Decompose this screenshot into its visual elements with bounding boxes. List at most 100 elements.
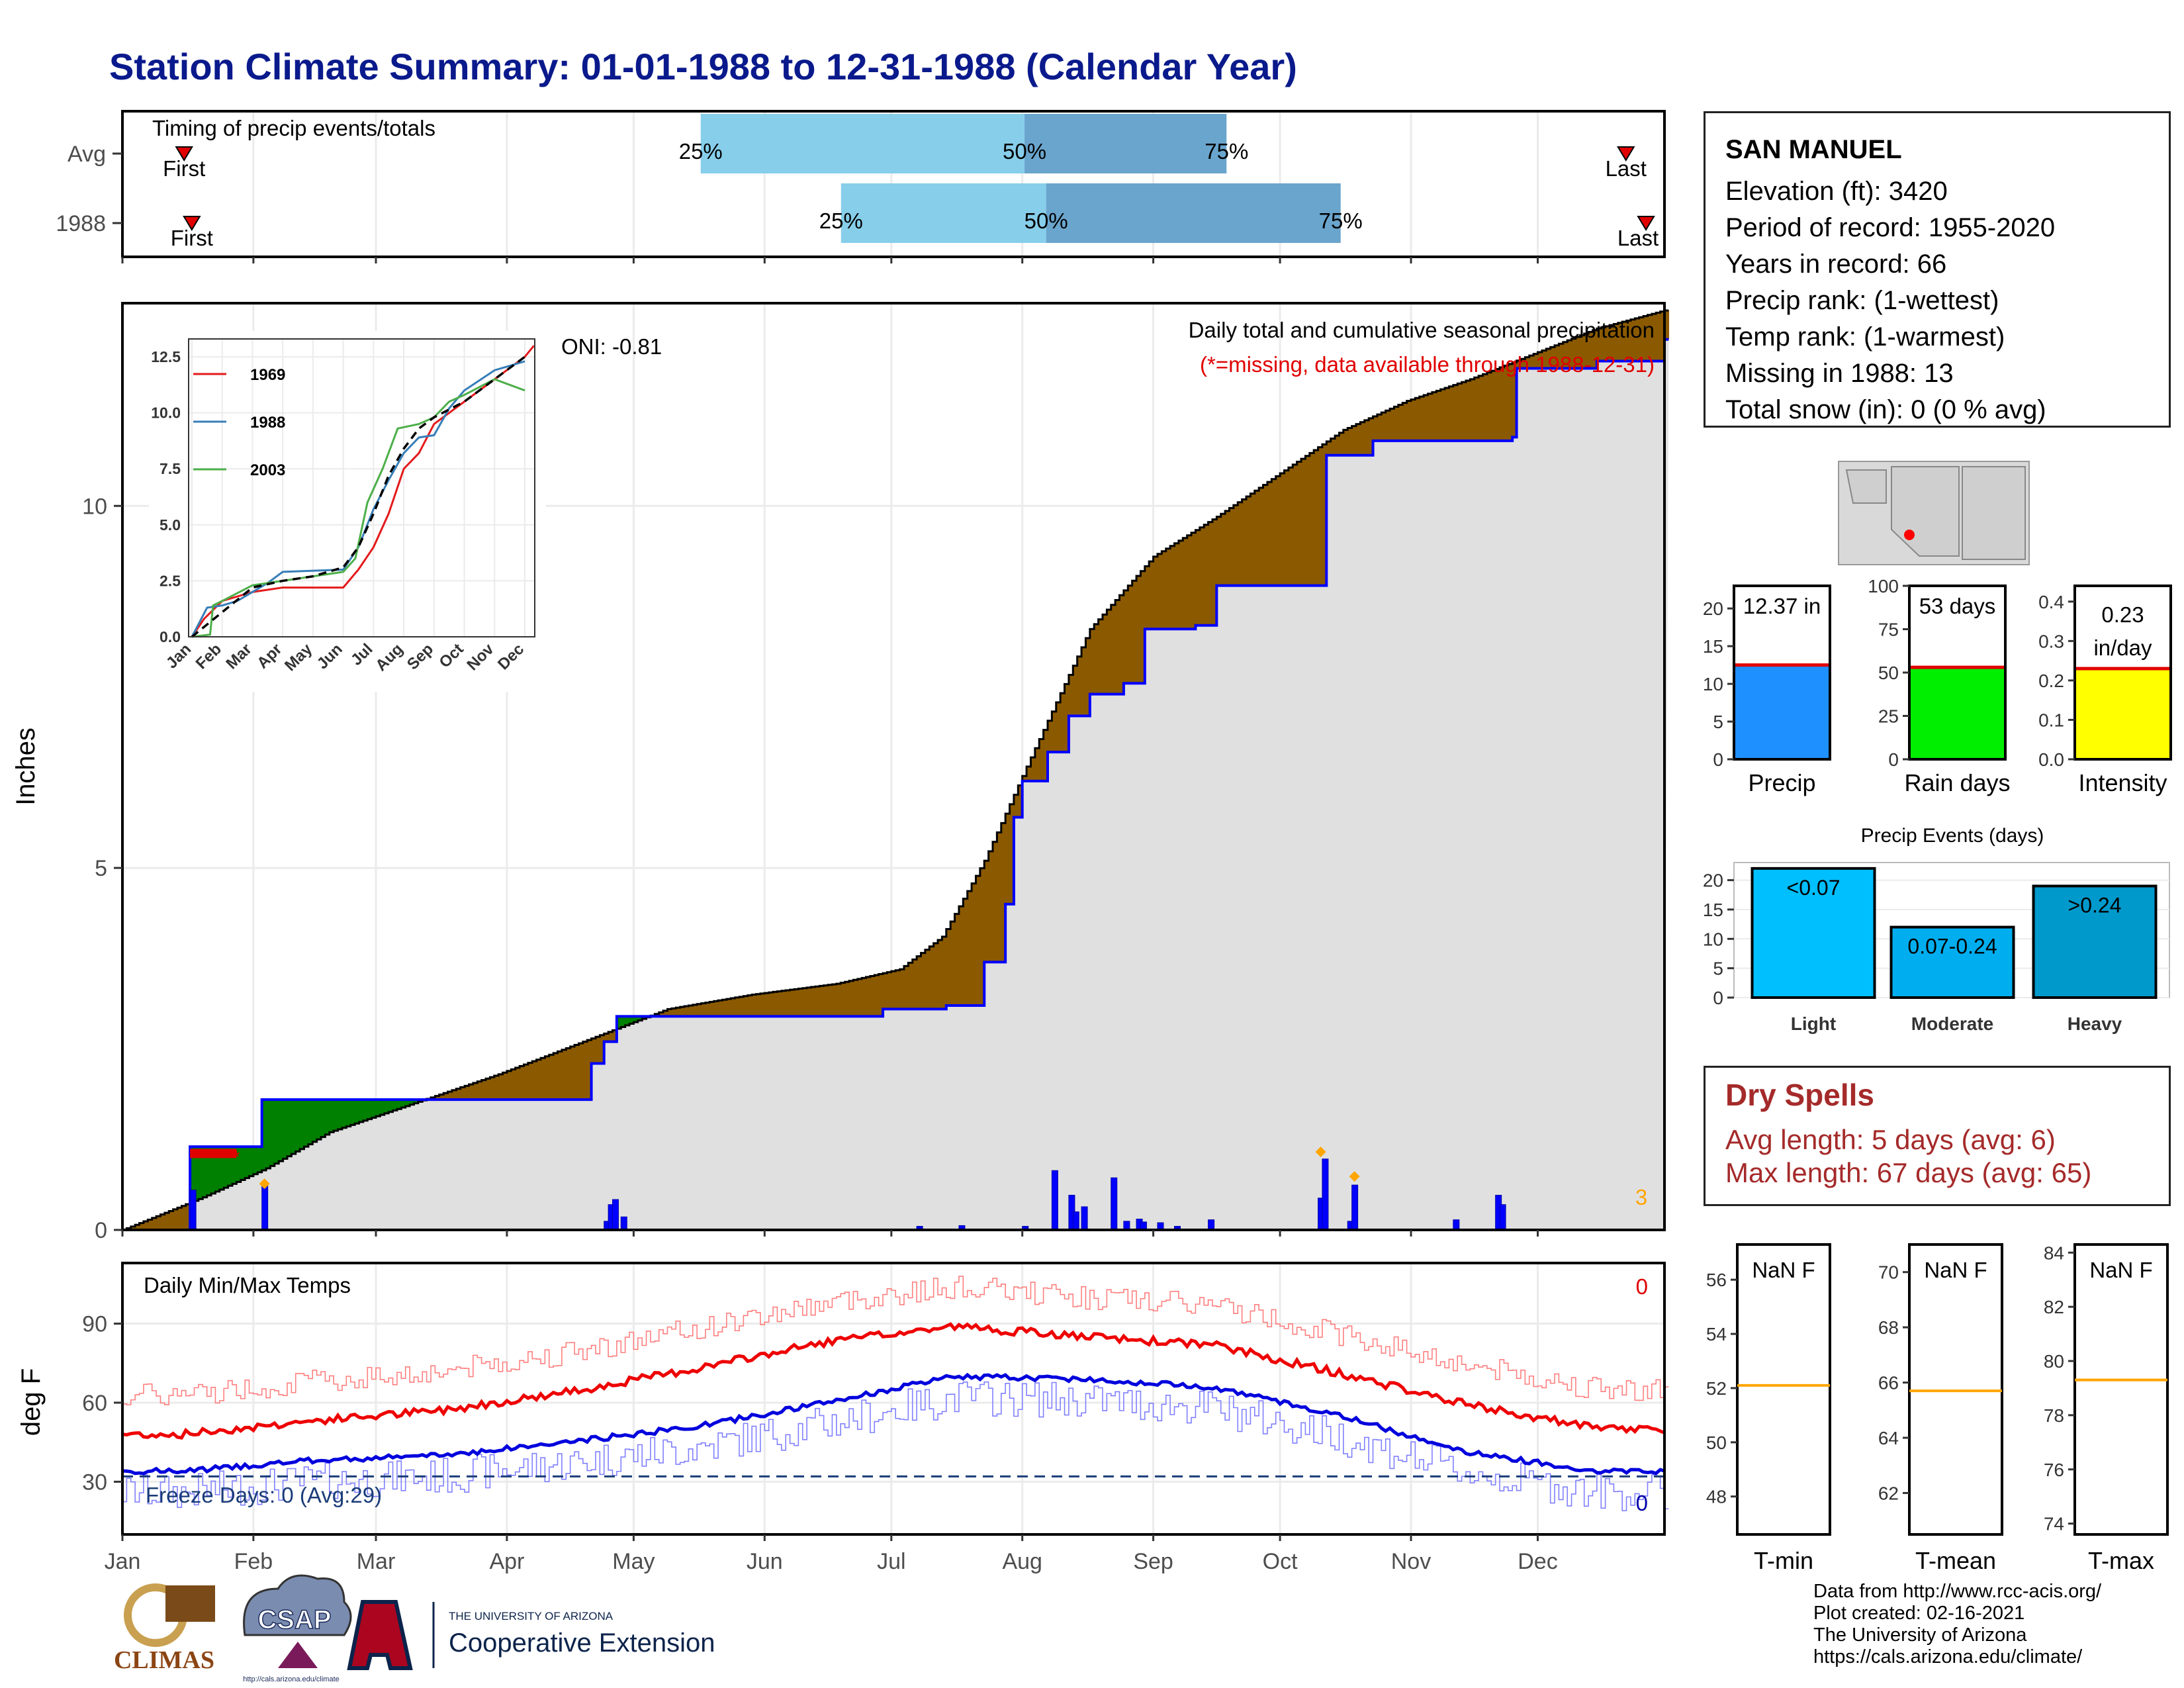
daily-precip-bar — [189, 1190, 197, 1231]
daily-precip-bar — [1208, 1219, 1215, 1231]
x-month-label: Dec — [1518, 1549, 1557, 1574]
x-month-label: May — [612, 1549, 655, 1574]
gauge-frame — [2073, 1243, 2169, 1536]
csap-mountain-icon — [278, 1642, 318, 1668]
small-bar-border — [1733, 585, 1831, 761]
last-event-marker — [1616, 146, 1635, 162]
events-bar-label: 0.07-0.24 — [1907, 935, 1997, 959]
gauge-tick-label: 82 — [2044, 1297, 2064, 1317]
timing-title: Timing of precip events/totals — [152, 116, 435, 140]
gauge-tick-label: 74 — [2044, 1514, 2064, 1534]
daily-precip-bar — [1351, 1184, 1359, 1231]
climas-logo-text: CLIMAS — [114, 1646, 214, 1674]
gauge-category-label: T-max — [2088, 1547, 2154, 1574]
extreme-event-marker — [259, 1178, 270, 1190]
precip-panel-header: Daily total and cumulative seasonal prec… — [1189, 318, 1655, 342]
precip-frame — [121, 302, 1666, 1231]
station-precip-rank: Precip rank: (1-wettest) — [1725, 286, 1999, 315]
first-event-marker — [175, 146, 193, 162]
csap-cloud-icon — [243, 1574, 352, 1636]
x-month-label: Jan — [105, 1549, 141, 1574]
y-axis-label: Inches — [11, 727, 40, 806]
y-tick-label: 5 — [95, 856, 107, 881]
gauge-tick-label: 76 — [2044, 1460, 2064, 1480]
small-bar-tick-label: 10 — [1703, 674, 1723, 694]
y-tick-label: 0 — [95, 1218, 107, 1243]
small-bar-tick-label: 100 — [1868, 576, 1899, 596]
inset-y-tick-label: 5.0 — [159, 516, 181, 534]
events-category-label: Heavy — [2068, 1013, 2122, 1034]
small-bar-category-label: Precip — [1748, 769, 1815, 796]
gauge-tick-label: 64 — [1878, 1428, 1899, 1448]
summary-bars: 0 5 10 15 20 12.37 in Precip 0 25 50 75 100 53 days R… — [1703, 576, 2172, 796]
gauge-category-label: T-mean — [1915, 1547, 1996, 1574]
first-label: First — [163, 156, 205, 181]
gauge-tick-label: 50 — [1706, 1432, 1727, 1453]
x-month-label: Apr — [489, 1549, 524, 1574]
small-bar-tick-label: 0.0 — [2038, 749, 2064, 770]
quartile-label: 25% — [819, 209, 863, 233]
csap-url: http://cals.arizona.edu/climate — [243, 1675, 340, 1683]
daily-precip-bar — [620, 1216, 627, 1231]
events-tick-label: 10 — [1703, 929, 1723, 949]
min-missing-count: 0 — [1636, 1491, 1648, 1515]
extreme-event-marker — [1349, 1171, 1360, 1182]
daily-precip-bar — [1322, 1158, 1329, 1231]
quartile-label: 50% — [1024, 209, 1068, 233]
small-bar-value — [2076, 669, 2169, 759]
quartile-bar-high — [1046, 183, 1341, 243]
station-period: Period of record: 1955-2020 — [1725, 213, 2056, 242]
events-tick-label: 0 — [1713, 988, 1723, 1008]
small-bar-tick-label: 20 — [1703, 598, 1723, 619]
dry-spells-title: Dry Spells — [1725, 1078, 1874, 1112]
temp-background — [122, 1263, 1664, 1534]
quartile-bar-high — [1024, 114, 1227, 173]
credit-line: Plot created: 02-16-2021 — [1813, 1603, 2025, 1624]
locator-map — [1838, 461, 2030, 565]
y-tick-label: 30 — [82, 1470, 107, 1495]
small-bar-value-unit: in/day — [2093, 635, 2152, 660]
small-bar-tick-label: 25 — [1878, 706, 1899, 727]
daily-precip-bar — [1081, 1206, 1088, 1231]
quartile-label: 75% — [1319, 209, 1363, 233]
small-bar-value — [1735, 666, 1829, 759]
small-bar-tick-label: 50 — [1878, 663, 1899, 683]
below-average-area — [126, 310, 1669, 1230]
events-title: Precip Events (days) — [1861, 825, 2044, 847]
freeze-days-text: Freeze Days: 0 (Avg:29) — [146, 1483, 382, 1507]
inset-legend-label: 2003 — [250, 461, 285, 479]
last-label: Last — [1617, 226, 1659, 250]
temp-panel-title: Daily Min/Max Temps — [144, 1273, 351, 1297]
temp-y-axis-label: deg F — [17, 1368, 46, 1436]
inset-y-tick-label: 12.5 — [151, 348, 181, 365]
x-month-label: Jun — [747, 1549, 783, 1574]
gauge-value-label: NaN F — [1752, 1258, 1815, 1282]
events-bar-label: <0.07 — [1787, 876, 1841, 900]
temperature-gauges: 48 50 52 54 56 NaN F T-min 62 64 66 68 70 NaN F T-mea… — [1706, 1243, 2169, 1574]
small-bar-tick-label: 0.4 — [2038, 592, 2064, 612]
gauge-tick-label: 52 — [1706, 1378, 1727, 1399]
events-bar-label: >0.24 — [2068, 893, 2122, 917]
small-bar-tick-label: 0.1 — [2038, 710, 2064, 730]
gauge-tick-label: 84 — [2044, 1243, 2064, 1263]
small-bar-tick-label: 0.2 — [2038, 671, 2064, 691]
x-month-label: Mar — [357, 1549, 396, 1574]
inset-line-2003 — [191, 378, 525, 638]
daily-max-temp-line — [122, 1276, 1669, 1405]
small-bar-tick-label: 75 — [1878, 620, 1899, 640]
dry-spells-max: Max length: 67 days (avg: 65) — [1725, 1157, 2092, 1188]
missing-count: 3 — [1635, 1185, 1647, 1209]
state-shape — [1845, 469, 1887, 504]
inset-y-tick-label: 0.0 — [159, 628, 181, 645]
ua-logo-icon — [347, 1600, 413, 1670]
events-tick-label: 20 — [1703, 870, 1723, 891]
missing-note: (*=missing, data available through 1988-… — [1200, 352, 1655, 377]
station-temp-rank: Temp rank: (1-warmest) — [1725, 322, 2005, 352]
gauge-tick-label: 70 — [1878, 1262, 1899, 1283]
first-event-marker — [183, 216, 201, 231]
small-bar-value-label: 12.37 in — [1743, 594, 1821, 618]
x-month-label: Jul — [877, 1549, 905, 1574]
